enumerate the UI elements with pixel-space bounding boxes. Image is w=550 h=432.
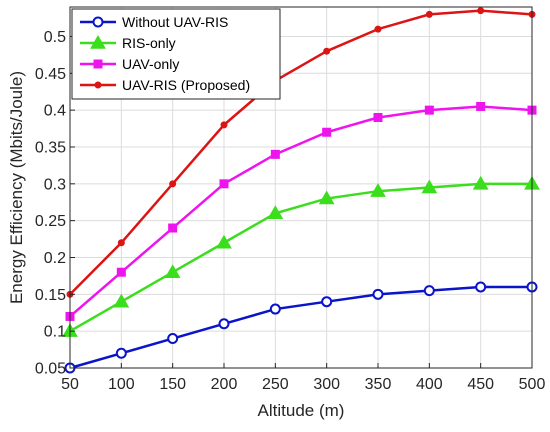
legend-marker [94,81,102,89]
data-point [372,288,384,300]
legend-marker [90,34,106,49]
series-0 [64,281,538,374]
data-point [169,180,177,188]
data-point [270,149,280,159]
legend-label: Without UAV-RIS [122,14,228,30]
data-point [321,296,333,308]
data-point [425,10,433,18]
legend-label: UAV-RIS (Proposed) [122,77,250,93]
series-line [69,9,533,296]
y-tick-label: 0.4 [44,103,66,120]
data-point [477,7,485,15]
y-tick-label: 0.15 [35,287,66,304]
data-point [373,113,383,123]
legend-label: RIS-only [122,35,176,51]
data-point [116,267,126,277]
data-point [370,183,386,197]
data-point [424,105,434,115]
y-tick-label: 0.05 [35,361,66,378]
data-point [168,223,178,233]
x-tick-label: 500 [519,376,546,393]
plot-frame [69,6,533,369]
x-axis-title: Altitude (m) [258,401,345,420]
y-tick-label: 0.5 [44,29,66,46]
x-tick-label: 100 [108,376,135,393]
x-tick-label: 350 [365,376,392,393]
data-point [117,239,125,247]
y-tick-label: 0.3 [44,176,66,193]
data-point [219,179,229,189]
data-point [323,47,331,55]
y-axis-title: Energy Efficiency (Mbits/Joule) [7,71,26,304]
data-point [167,333,179,345]
y-tick-label: 0.2 [44,250,66,267]
data-point [220,121,228,129]
data-point [269,303,281,315]
x-tick-label: 50 [61,376,79,393]
data-point [421,179,438,194]
data-point [322,127,332,137]
x-tick-label: 450 [467,376,494,393]
x-tick-label: 300 [313,376,340,393]
data-point [164,264,181,278]
data-point [476,101,486,111]
data-point [267,205,284,220]
legend: Without UAV-RIS RIS-only UAV-only UAV-RIS (… [71,8,281,100]
data-point [423,285,435,297]
data-point [374,25,382,33]
legend-label: UAV-only [122,56,179,72]
series-line [69,285,532,370]
y-tick-label: 0.45 [35,66,66,83]
x-tick-label: 250 [262,376,289,393]
legend-entry: RIS-only [80,34,176,51]
data-point [318,190,335,205]
y-tick-label: 0.35 [35,139,66,156]
data-point [475,281,487,293]
x-tick-label: 400 [416,376,443,393]
data-point [218,318,230,330]
data-point [472,175,489,190]
data-point [216,234,232,249]
x-tick-label: 200 [211,376,238,393]
legend-marker [92,16,104,28]
legend-entry: UAV-only [80,56,179,72]
tick-labels: 50 100 150 200 250 300 350 400 450 500 0.05 0.1 0.15… [35,29,546,393]
legend-entry: Without UAV-RIS [80,14,228,30]
series-line [69,105,533,318]
y-tick-label: 0.1 [44,324,66,341]
x-tick-label: 150 [159,376,186,393]
legend-marker [93,59,103,69]
y-tick-label: 0.25 [35,213,66,230]
series-line [69,182,532,333]
data-point [115,347,127,359]
data-point [113,293,130,308]
legend-entry: UAV-RIS (Proposed) [80,77,250,93]
